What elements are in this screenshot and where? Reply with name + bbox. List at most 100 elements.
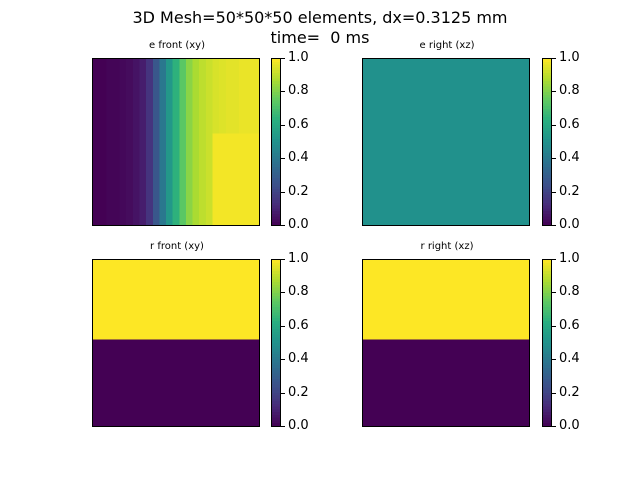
heatmap-region-bottom (363, 339, 529, 426)
colorbar-band (543, 194, 551, 198)
colorbar-band (272, 403, 280, 408)
colorbar-band (272, 205, 280, 209)
colorbar-band (272, 86, 280, 91)
colorbar-band (272, 304, 280, 308)
colorbar-band (543, 108, 551, 113)
colorbar-band (272, 370, 280, 375)
colorbar-band (272, 94, 280, 99)
colorbar-band (543, 284, 551, 289)
colorbar-band (543, 359, 551, 363)
colorbar-band (543, 139, 551, 143)
colorbar-band (272, 100, 280, 104)
colorbar-band (272, 147, 280, 151)
colorbar-band (543, 348, 551, 352)
colorbar-band (272, 345, 280, 350)
colorbar-band (543, 100, 551, 104)
colorbar-band (543, 381, 551, 386)
colorbar-tick-label: 1.0 (552, 50, 580, 65)
colorbar-band (543, 279, 551, 283)
colorbar-band (272, 343, 280, 347)
colorbar-tick-label: 0.8 (552, 284, 580, 300)
colorbar-e-front-gradient (272, 59, 280, 225)
colorbar-band (543, 122, 551, 126)
colorbar-band (272, 392, 280, 397)
colorbar-band (272, 92, 280, 96)
colorbar-band (272, 108, 280, 113)
heatmap-cell (245, 133, 253, 225)
heatmap-cell (172, 59, 180, 225)
heatmap-cell (185, 59, 194, 225)
heatmap-r-right-image (363, 260, 529, 426)
colorbar-band (272, 186, 280, 190)
colorbar-band (272, 273, 280, 278)
colorbar-band (272, 323, 280, 327)
colorbar-band (543, 75, 551, 79)
colorbar-band (543, 354, 551, 358)
colorbar-band (272, 262, 280, 267)
colorbar-band (272, 390, 280, 394)
colorbar-band (272, 200, 280, 204)
colorbar-band (543, 144, 551, 149)
colorbar-band (272, 359, 280, 363)
colorbar-band (543, 376, 551, 380)
colorbar-band (272, 401, 280, 405)
colorbar-band (543, 133, 551, 138)
colorbar-band (543, 164, 551, 168)
heatmap-e-front (92, 58, 260, 226)
colorbar-e-right (542, 58, 552, 226)
colorbar-band (543, 392, 551, 397)
colorbar-band (543, 318, 551, 322)
colorbar-band (543, 111, 551, 115)
heatmap-cell (205, 59, 214, 225)
colorbar-band (272, 351, 280, 355)
colorbar-band (272, 114, 280, 118)
colorbar-tick-label: 0.8 (281, 83, 309, 99)
colorbar-band (272, 106, 280, 110)
colorbar-band (272, 356, 280, 361)
colorbar-band (543, 340, 551, 344)
colorbar-r-front (271, 259, 281, 427)
colorbar-band (543, 67, 551, 71)
colorbar-tick-label: 0.2 (281, 384, 309, 400)
colorbar-band (543, 409, 551, 413)
heatmap-cell (239, 133, 247, 225)
heatmap-cell (219, 133, 227, 225)
panel-title-e-right: e right (xz) (419, 40, 475, 51)
colorbar-band (272, 298, 280, 303)
colorbar-tick-label: 0.0 (552, 217, 580, 232)
colorbar-band (272, 412, 280, 416)
colorbar-tick-label: 0.6 (281, 116, 309, 132)
colorbar-band (543, 268, 551, 272)
colorbar-band (543, 175, 551, 179)
colorbar-band (543, 390, 551, 394)
colorbar-band (543, 287, 551, 292)
colorbar-band (272, 75, 280, 79)
colorbar-band (272, 119, 280, 124)
colorbar-band (543, 403, 551, 408)
colorbar-band (543, 94, 551, 99)
colorbar-band (543, 343, 551, 347)
colorbar-band (543, 260, 551, 264)
colorbar-band (543, 186, 551, 190)
colorbar-tick-label: 0.8 (281, 284, 309, 300)
colorbar-band (543, 183, 551, 187)
colorbar-band (272, 155, 280, 160)
colorbar-band (543, 290, 551, 294)
colorbar-band (543, 298, 551, 303)
colorbar-band (272, 136, 280, 140)
panel-title-e-front: e front (xy) (149, 40, 205, 51)
colorbar-band (543, 320, 551, 325)
colorbar-band (272, 365, 280, 369)
colorbar-band (543, 401, 551, 405)
colorbar-band (272, 169, 280, 174)
colorbar-band (272, 70, 280, 74)
colorbar-band (543, 103, 551, 107)
heatmap-cell (199, 59, 207, 225)
heatmap-cell (159, 59, 167, 225)
colorbar-band (272, 158, 280, 162)
colorbar-band (543, 323, 551, 327)
colorbar-band (543, 373, 551, 377)
colorbar-band (543, 293, 551, 297)
colorbar-band (272, 409, 280, 413)
heatmap-cell (166, 59, 174, 225)
